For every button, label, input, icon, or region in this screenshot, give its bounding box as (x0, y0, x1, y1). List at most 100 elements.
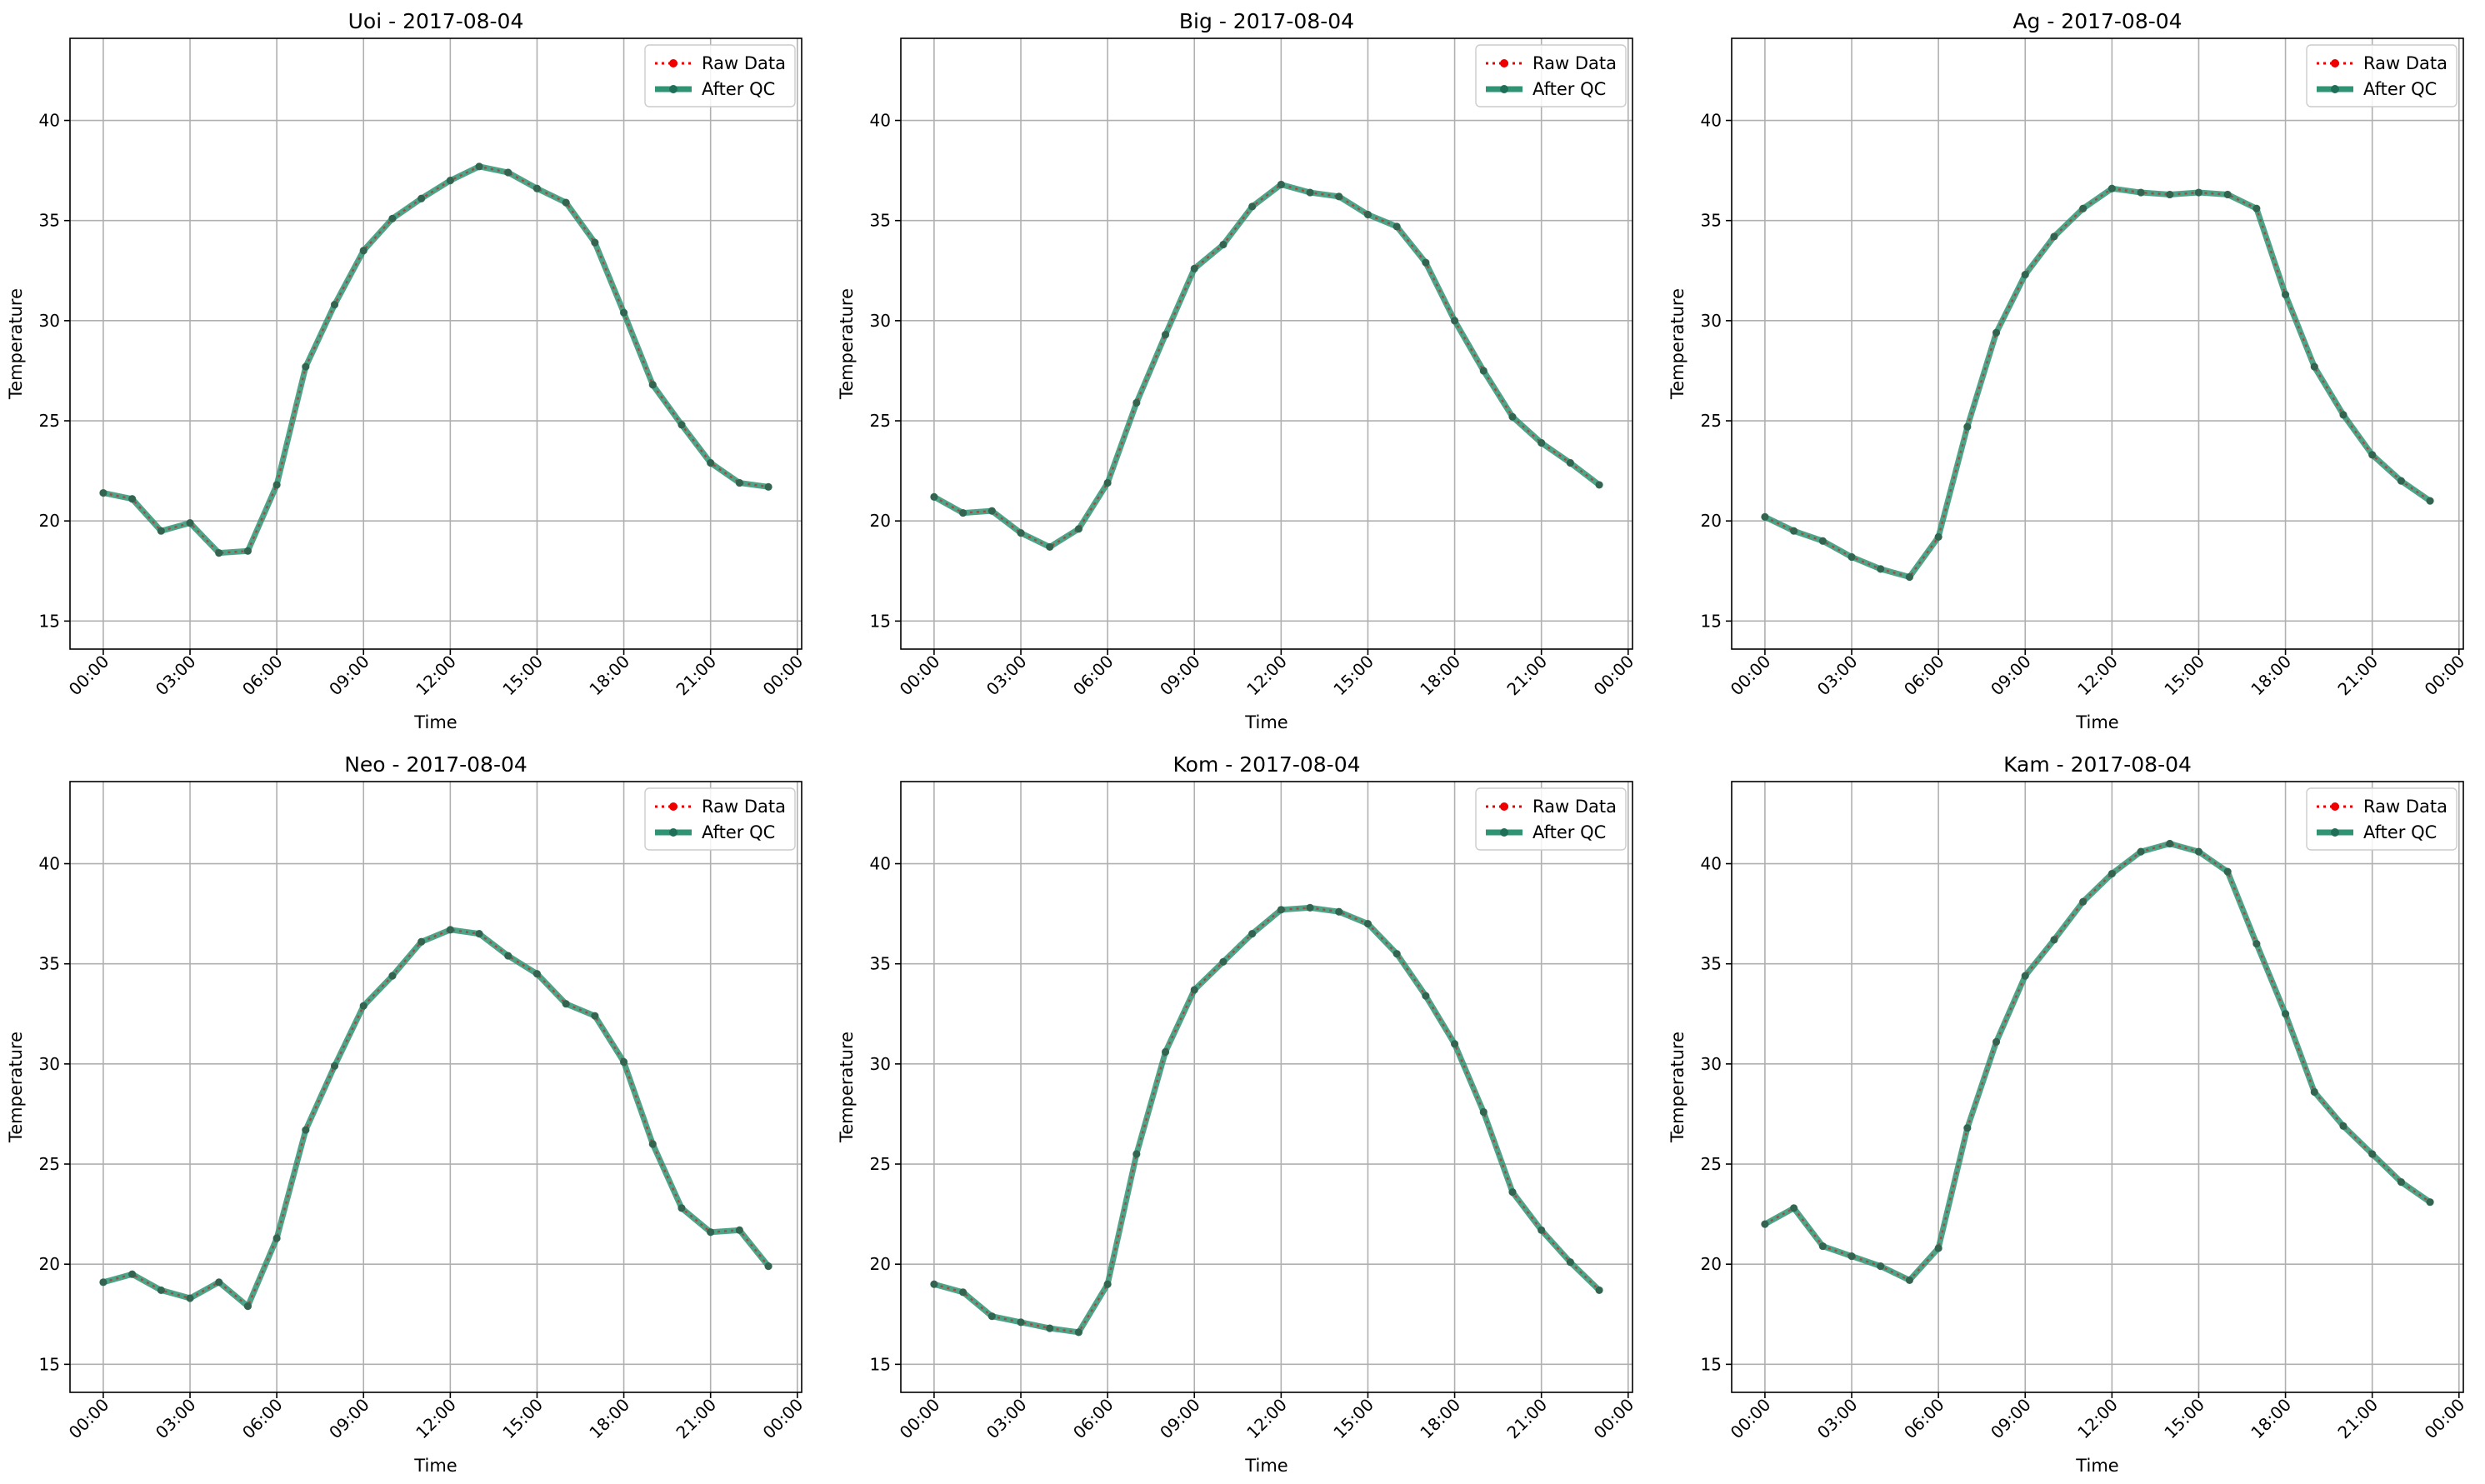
after-qc-point (959, 1288, 968, 1297)
x-tick-label: 06:00 (1900, 652, 1948, 700)
y-tick-label: 40 (1701, 111, 1722, 131)
x-tick-label: 00:00 (1727, 1395, 1775, 1443)
after-qc-point (418, 937, 426, 946)
x-tick-label: 12:00 (2073, 1395, 2122, 1443)
legend: Raw Data After QC (2306, 787, 2458, 851)
y-tick-label: 30 (1701, 1054, 1722, 1074)
y-tick-label: 15 (39, 611, 60, 631)
y-tick-label: 35 (870, 211, 891, 231)
chart-title: Kom - 2017-08-04 (1173, 752, 1361, 777)
after-qc-point (648, 381, 657, 389)
y-tick-label: 20 (870, 511, 891, 531)
after-qc-point (1277, 906, 1285, 914)
after-qc-point (1848, 1252, 1856, 1261)
legend-raw-marker (669, 802, 678, 811)
after-qc-point (1595, 1286, 1603, 1295)
after-qc-point (707, 458, 715, 467)
legend-qc-label: After QC (2363, 822, 2437, 842)
y-tick-label: 20 (1701, 1254, 1722, 1274)
y-tick-label: 25 (870, 1154, 891, 1174)
after-qc-point (302, 362, 310, 371)
after-qc-point (1363, 920, 1372, 928)
subplot-5: 15 20 25 30 35 40 00:00 03:00 06:00 09:00 12:00 15:… (837, 752, 1638, 1476)
after-qc-point (1790, 1204, 1798, 1212)
axes-frame (69, 37, 802, 650)
x-tick-label: 15:00 (498, 652, 547, 700)
after-qc-point (2108, 869, 2116, 878)
after-qc-point (504, 952, 512, 960)
legend: Raw Data After QC (1475, 44, 1627, 107)
y-tick-label: 25 (1701, 1154, 1722, 1174)
after-qc-point (1818, 537, 1827, 545)
after-qc-point (243, 1302, 252, 1311)
x-tick-label: 00:00 (65, 652, 113, 700)
x-axis-label: Time (413, 1456, 457, 1476)
y-tick-label: 40 (1701, 854, 1722, 874)
after-qc-point (988, 1312, 996, 1321)
y-tick-label: 40 (870, 111, 891, 131)
after-qc-point (2368, 1150, 2377, 1158)
after-qc-point (1074, 1328, 1083, 1337)
legend-qc-marker (669, 828, 678, 837)
legend-qc-marker (1500, 85, 1508, 93)
after-qc-point (1963, 422, 1972, 431)
after-qc-point (1248, 202, 1257, 211)
after-qc-point (186, 518, 194, 527)
y-tick-label: 35 (1701, 954, 1722, 974)
after-qc-point (678, 1204, 686, 1212)
series-line-after-qc (932, 904, 1602, 1336)
y-tick-label: 30 (870, 1054, 891, 1074)
legend-qc-label: After QC (702, 822, 775, 842)
after-qc-point (1818, 1242, 1827, 1251)
after-qc-point (330, 1062, 339, 1070)
series-line-after-qc (932, 181, 1602, 550)
chart-title: Ag - 2017-08-04 (2012, 9, 2182, 33)
after-qc-point (707, 1228, 715, 1237)
after-qc-point (2079, 897, 2088, 906)
after-qc-point (1877, 1262, 1885, 1271)
after-qc-point (1538, 1226, 1546, 1234)
after-qc-point (2281, 291, 2290, 299)
series-line-raw-data (102, 165, 769, 554)
y-tick-label: 20 (39, 1254, 60, 1274)
series-line-after-qc (1763, 185, 2432, 580)
after-qc-point (1450, 1040, 1459, 1048)
after-qc-point (2426, 497, 2434, 505)
y-axis-label: Temperature (837, 1032, 857, 1143)
after-qc-point (1450, 317, 1459, 325)
legend-raw-marker (1500, 59, 1508, 67)
legend-raw-label: Raw Data (2363, 797, 2448, 817)
x-tick-label: 09:00 (1987, 652, 2035, 700)
after-qc-point (215, 549, 223, 557)
after-qc-point (1190, 264, 1198, 272)
legend-qc-label: After QC (1532, 79, 1606, 99)
after-qc-point (359, 1002, 368, 1010)
axes-frame (1731, 781, 2464, 1393)
after-qc-point (2339, 1122, 2348, 1130)
after-qc-point (2194, 188, 2203, 197)
x-tick-label: 03:00 (1813, 652, 1862, 700)
y-tick-label: 30 (1701, 311, 1722, 331)
after-qc-point (2021, 972, 2029, 980)
axes-frame (900, 781, 1633, 1393)
after-qc-point (1046, 1324, 1054, 1332)
x-tick-label: 21:00 (1502, 1395, 1551, 1443)
x-tick-label: 00:00 (2421, 652, 2469, 700)
legend-qc-marker (2331, 85, 2339, 93)
after-qc-point (2426, 1198, 2434, 1207)
subplot-3: 15 20 25 30 35 40 00:00 03:00 06:00 09:00 12:00 15:… (1668, 9, 2468, 732)
x-tick-label: 09:00 (325, 1395, 373, 1443)
after-qc-point (1761, 1220, 1769, 1228)
after-qc-point (1790, 527, 1798, 535)
after-qc-point (1422, 992, 1430, 1000)
after-qc-point (302, 1126, 310, 1134)
y-tick-label: 15 (1701, 1354, 1722, 1374)
after-qc-point (128, 1270, 137, 1278)
after-qc-point (2194, 847, 2203, 856)
y-tick-label: 40 (39, 111, 60, 131)
x-tick-label: 06:00 (1900, 1395, 1948, 1443)
after-qc-point (648, 1140, 657, 1148)
after-qc-point (475, 930, 483, 938)
y-tick-label: 40 (870, 854, 891, 874)
after-qc-point (959, 508, 968, 517)
